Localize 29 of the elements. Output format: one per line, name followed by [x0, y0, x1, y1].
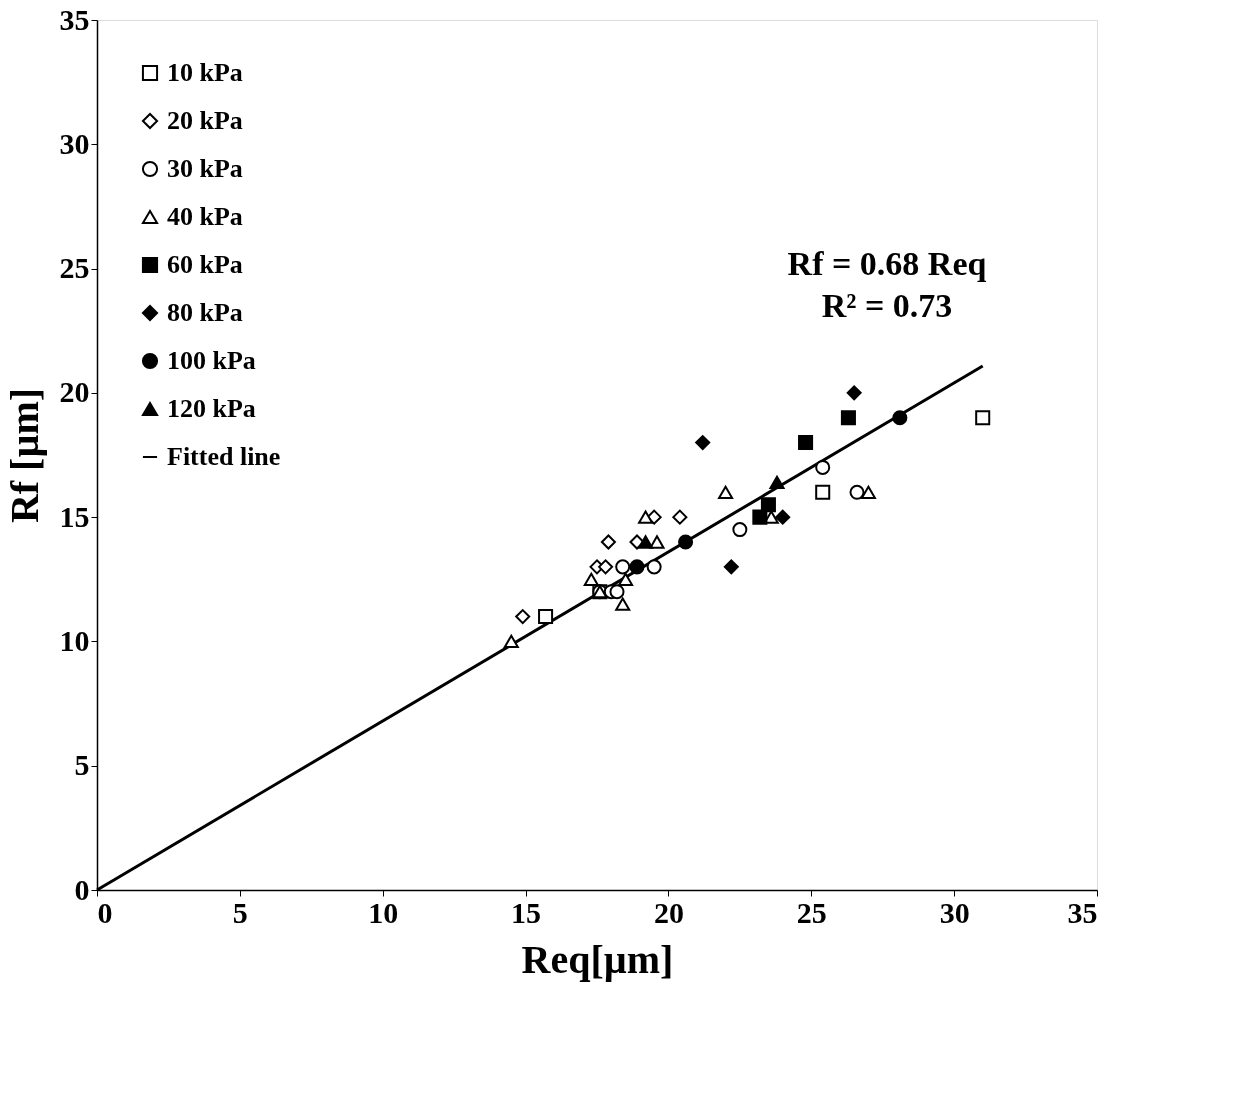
y-tick-label: 25	[59, 251, 90, 285]
x-tick-label: 20	[653, 895, 684, 929]
y-tick-label: 30	[59, 126, 90, 160]
annotation: Rf = 0.68 Req	[787, 245, 987, 282]
x-tick-label: 30	[939, 895, 970, 929]
x-tick-label: 10	[368, 895, 399, 929]
x-tick-label: 15	[511, 895, 542, 929]
x-axis-title: Req[µm]	[521, 936, 674, 982]
y-tick-label: 20	[59, 375, 90, 409]
legend-label: 30 kPa	[167, 154, 243, 183]
legend-label: 10 kPa	[167, 58, 243, 87]
x-tick-label: 25	[796, 895, 827, 929]
legend-label: 60 kPa	[167, 250, 243, 279]
y-tick-label: 15	[59, 499, 90, 533]
legend-label: Fitted line	[167, 442, 281, 471]
x-tick-label: 5	[232, 895, 248, 929]
legend-label: 40 kPa	[167, 202, 243, 231]
legend-label: 20 kPa	[167, 106, 243, 135]
legend-label: 80 kPa	[167, 298, 243, 327]
annotation: R² = 0.73	[821, 287, 953, 324]
y-axis-title: Rf [µm]	[1, 387, 47, 524]
y-tick-label: 0	[74, 872, 90, 906]
y-tick-label: 10	[59, 623, 90, 657]
legend-label: 120 kPa	[167, 394, 256, 423]
y-tick-label: 5	[74, 748, 90, 782]
legend-label: 100 kPa	[167, 346, 256, 375]
y-tick-label: 35	[59, 2, 90, 36]
x-tick-label: 0	[97, 895, 113, 929]
x-tick-label: 35	[1067, 895, 1098, 929]
